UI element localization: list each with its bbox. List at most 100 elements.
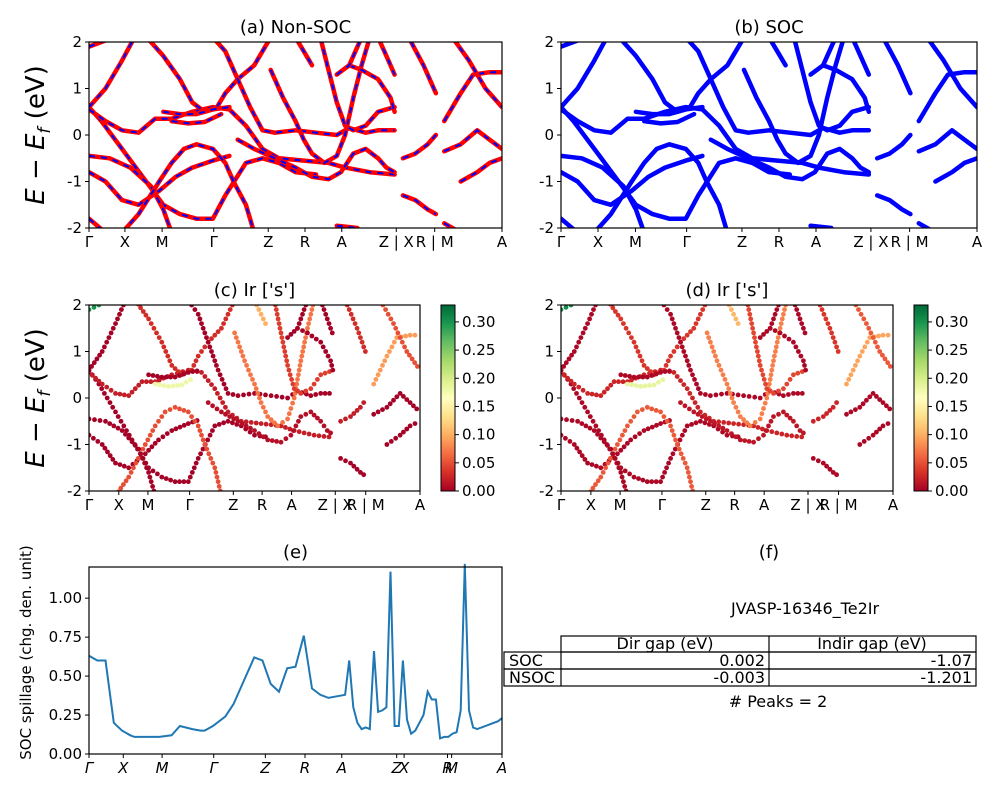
projection-dot (767, 325, 773, 331)
projection-dot (825, 321, 831, 326)
projection-dot (694, 381, 699, 387)
projection-dot (861, 316, 867, 322)
projection-dot (690, 395, 695, 401)
projection-dot (108, 387, 114, 393)
projection-dot (771, 391, 776, 396)
projection-dot (575, 305, 577, 306)
projection-dot (832, 339, 838, 345)
projection-dot (718, 367, 724, 373)
projection-dot (693, 321, 699, 326)
projection-dot (692, 400, 698, 405)
projection-dot (205, 400, 211, 405)
projection-dot (280, 420, 285, 425)
x-tick-label: R (257, 496, 267, 514)
projection-dot (107, 400, 113, 405)
projection-dot (759, 367, 764, 373)
projection-dot (877, 349, 883, 354)
projection-dot (612, 446, 618, 452)
projection-dot (756, 358, 762, 364)
projection-dot (303, 335, 308, 340)
projection-dot (821, 311, 827, 317)
projection-dot (407, 352, 412, 358)
projection-dot (193, 358, 199, 364)
projection-dot (774, 430, 780, 436)
projection-dot (89, 372, 95, 378)
projection-dot (305, 325, 310, 331)
projection-dot (147, 474, 153, 480)
band-line-nonsoc-8 (147, 42, 271, 115)
projection-dot (761, 432, 766, 438)
projection-dot (159, 414, 165, 419)
projection-dot (253, 420, 259, 426)
projection-dot (766, 381, 772, 387)
projection-dot (303, 411, 309, 417)
projection-dot (614, 460, 620, 466)
projection-dot (252, 428, 257, 433)
projection-dot (285, 363, 290, 368)
projection-dot (257, 395, 262, 401)
projection-dot (797, 428, 803, 433)
projection-dot (311, 412, 317, 418)
projection-dot (136, 446, 142, 452)
projection-dot (678, 378, 683, 383)
x-tick-label: Γ (85, 759, 95, 777)
projection-dot (618, 447, 624, 453)
x-tick-label: M (156, 233, 169, 251)
projection-dot (695, 411, 701, 417)
y-tick-label: -1 (67, 436, 82, 454)
projection-dot (214, 406, 220, 412)
panel-f-title: (f) (759, 542, 779, 563)
y-tick-label: -2 (539, 482, 554, 500)
projection-dot (667, 368, 672, 374)
projection-dot (263, 421, 269, 427)
x-tick-label: X (593, 233, 603, 251)
x-tick-label: R (300, 233, 310, 251)
projection-dot (301, 430, 307, 436)
projection-dot (636, 476, 641, 481)
projection-dot (741, 417, 746, 423)
band-line-soc-23 (916, 128, 977, 154)
projection-dot (169, 428, 175, 433)
projection-dot (103, 305, 105, 306)
band-line-soc-overlay-22 (443, 71, 502, 122)
band-line-soc-4 (561, 153, 645, 228)
y-axis-label: E − Ef (eV) (21, 328, 55, 468)
projection-dot (298, 358, 304, 364)
projection-dot (610, 451, 616, 457)
band-line-soc-21 (883, 42, 913, 96)
projection-dot (354, 325, 360, 331)
projection-dot (627, 373, 632, 379)
projection-dot (404, 349, 410, 354)
projection-dot (698, 391, 703, 396)
projection-dot (321, 434, 327, 439)
projection-dot (123, 478, 129, 484)
projection-dot (846, 377, 852, 382)
projection-dot (316, 433, 322, 439)
projection-dot (115, 414, 121, 419)
projection-dot (874, 429, 879, 435)
projection-dot (274, 439, 279, 444)
x-tick-label: Z (228, 496, 238, 514)
projection-dot (802, 363, 807, 368)
projection-dot (611, 379, 617, 385)
projection-dot (102, 391, 107, 396)
projection-dot (156, 437, 161, 443)
projection-dot (639, 407, 645, 412)
projection-dot (412, 421, 418, 426)
x-tick-label: A (415, 496, 426, 514)
projection-dot (338, 418, 343, 424)
projection-dot (791, 418, 796, 424)
projection-dot (299, 353, 305, 359)
colorbar (440, 304, 456, 492)
projection-dot (146, 316, 152, 322)
projection-dot (356, 330, 362, 336)
band-line-soc-15 (792, 42, 872, 133)
projection-dot (195, 423, 201, 429)
projection-dot (642, 383, 648, 389)
projection-dot (731, 421, 736, 426)
projection-dot (215, 367, 221, 373)
projection-dot (389, 344, 395, 350)
projection-dot (691, 325, 697, 331)
projection-dot (401, 429, 406, 435)
projection-dot (810, 456, 816, 461)
